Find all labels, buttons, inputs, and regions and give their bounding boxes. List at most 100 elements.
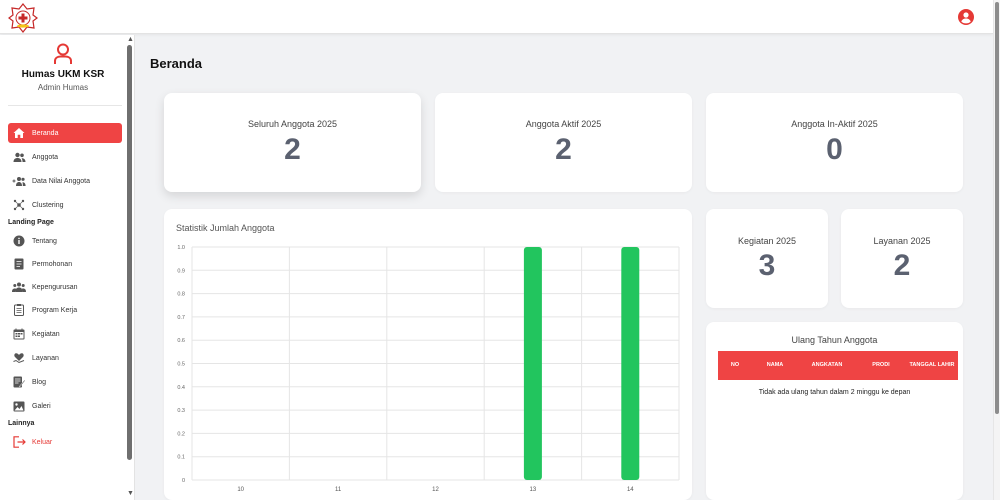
birthday-title: Ulang Tahun Anggota — [791, 335, 878, 345]
sidebar-item-label: Anggota — [32, 153, 59, 161]
blog-icon — [12, 376, 26, 388]
y-tick-label: 0.1 — [177, 455, 185, 461]
users-icon — [12, 151, 26, 163]
sidebar-item-label: Kegiatan — [32, 330, 60, 338]
gallery-icon — [12, 400, 26, 412]
user-group-add-icon — [12, 175, 26, 187]
x-tick-label: 14 — [627, 487, 634, 493]
sidebar-scrollbar-thumb[interactable] — [127, 45, 132, 460]
sidebar-item-kepengurusan[interactable]: Kepengurusan — [8, 277, 122, 297]
sidebar-item-label: Galeri — [32, 402, 51, 410]
stat-label: Anggota Aktif 2025 — [525, 119, 602, 129]
sidebar-item-data-nilai-anggota[interactable]: Data Nilai Anggota — [8, 171, 122, 191]
sidebar: Humas UKM KSR Admin Humas Beranda Anggot… — [0, 35, 135, 500]
column-header-no: NO — [730, 362, 740, 368]
stat-card-inactive: Anggota In-Aktif 2025 0 — [706, 93, 963, 192]
page-scrollbar-thumb[interactable] — [995, 2, 999, 414]
profile: Humas UKM KSR Admin Humas — [0, 43, 126, 92]
profile-role: Admin Humas — [37, 83, 89, 92]
column-header-tanggal-lahir: TANGGAL LAHIR — [909, 362, 955, 368]
y-tick-label: 0.5 — [177, 362, 185, 368]
logout-icon — [12, 436, 26, 448]
birthday-empty-message: Tidak ada ulang tahun dalam 2 minggu ke … — [758, 389, 911, 396]
sidebar-item-label: Blog — [32, 378, 47, 386]
x-tick-label: 11 — [335, 487, 342, 493]
x-tick-label: 10 — [237, 487, 244, 493]
sidebar-item-permohonan[interactable]: Permohonan — [8, 254, 122, 274]
stat-label: Kegiatan 2025 — [737, 236, 797, 246]
scroll-down-arrow-icon[interactable]: ▼ — [127, 490, 134, 497]
stat-value: 2 — [555, 133, 572, 166]
sidebar-item-label: Clustering — [32, 201, 64, 209]
stat-card-active: Anggota Aktif 2025 2 — [435, 93, 692, 192]
column-header-prodi: PRODI — [872, 362, 890, 368]
sidebar-item-label: Permohonan — [32, 260, 73, 268]
sidebar-item-tentang[interactable]: Tentang — [8, 231, 122, 251]
home-icon — [12, 127, 26, 139]
stat-label: Anggota In-Aktif 2025 — [791, 119, 878, 129]
birthday-card: Ulang Tahun Anggota NO NAMA ANGKATAN PRO… — [706, 322, 963, 500]
scroll-up-arrow-icon[interactable]: ▲ — [127, 36, 134, 43]
hand-heart-icon — [12, 352, 26, 364]
divider — [8, 105, 122, 106]
birthday-table-header: NO NAMA ANGKATAN PRODI TANGGAL LAHIR — [718, 351, 958, 380]
user-circle-icon[interactable] — [958, 9, 974, 25]
y-tick-label: 1.0 — [177, 245, 185, 251]
sidebar-scrollbar[interactable]: ▲ ▼ — [126, 35, 134, 500]
y-tick-label: 0.4 — [177, 385, 185, 391]
sidebar-item-clustering[interactable]: Clustering — [8, 195, 122, 215]
team-icon — [12, 281, 26, 293]
section-label-lainnya: Lainnya — [8, 420, 35, 427]
sidebar-item-label: Tentang — [32, 237, 57, 245]
y-tick-label: 0.7 — [177, 315, 185, 321]
sidebar-item-label: Beranda — [32, 129, 59, 137]
sidebar-item-label: Program Kerja — [32, 306, 78, 314]
cluster-icon — [12, 199, 26, 211]
y-tick-label: 0.2 — [177, 431, 185, 437]
logout-label: Keluar — [32, 438, 53, 446]
calendar-icon — [12, 328, 26, 340]
info-icon — [12, 235, 26, 247]
y-tick-label: 0.3 — [177, 408, 185, 414]
section-label-landing-page: Landing Page — [8, 219, 54, 226]
sidebar-item-label: Layanan — [32, 354, 59, 362]
sidebar-item-anggota[interactable]: Anggota — [8, 147, 122, 167]
stat-label: Seluruh Anggota 2025 — [247, 119, 338, 129]
column-header-nama: NAMA — [766, 362, 784, 368]
top-bar — [0, 0, 993, 34]
sidebar-item-layanan[interactable]: Layanan — [8, 348, 122, 368]
column-header-angkatan: ANGKATAN — [811, 362, 843, 368]
chart-title: Statistik Jumlah Anggota — [176, 223, 275, 233]
chart-bar — [621, 247, 640, 480]
sidebar-item-beranda[interactable]: Beranda — [8, 123, 122, 143]
clipboard-icon — [12, 304, 26, 316]
y-tick-label: 0.8 — [177, 292, 185, 298]
logout-button[interactable]: Keluar — [8, 432, 122, 452]
sidebar-item-label: Data Nilai Anggota — [32, 177, 90, 185]
page-title: Beranda — [150, 56, 203, 71]
stat-card-layanan: Layanan 2025 2 — [841, 209, 963, 308]
chart-bar — [523, 247, 542, 480]
stat-card-total: Seluruh Anggota 2025 2 — [164, 93, 421, 192]
page-scrollbar[interactable] — [993, 0, 1000, 500]
y-tick-label: 0.9 — [177, 268, 185, 274]
profile-name: Humas UKM KSR — [21, 69, 105, 80]
document-icon — [12, 258, 26, 270]
stat-value: 3 — [758, 249, 776, 282]
stat-label: Layanan 2025 — [873, 236, 931, 246]
x-tick-label: 13 — [530, 487, 537, 493]
sidebar-item-galeri[interactable]: Galeri — [8, 396, 122, 416]
sidebar-item-label: Kepengurusan — [32, 283, 78, 291]
stat-value: 2 — [284, 133, 301, 166]
member-count-chart: 0 0.1 0.2 0.3 0.4 0.5 0.6 0.7 0.8 0.9 1.0 10 11 12 13 1… — [177, 245, 680, 493]
stat-value: 2 — [893, 249, 911, 282]
user-outline-icon — [54, 43, 72, 64]
sidebar-item-kegiatan[interactable]: Kegiatan — [8, 324, 122, 344]
stat-card-kegiatan: Kegiatan 2025 3 — [706, 209, 828, 308]
sidebar-item-blog[interactable]: Blog — [8, 372, 122, 392]
chart-card: Statistik Jumlah Anggota 0 0.1 0.2 0.3 0.4 0.… — [164, 209, 692, 500]
y-tick-label: 0 — [182, 478, 185, 484]
ukm-ksr-logo-icon[interactable] — [8, 3, 38, 33]
sidebar-item-program-kerja[interactable]: Program Kerja — [8, 300, 122, 320]
y-tick-label: 0.6 — [177, 338, 185, 344]
